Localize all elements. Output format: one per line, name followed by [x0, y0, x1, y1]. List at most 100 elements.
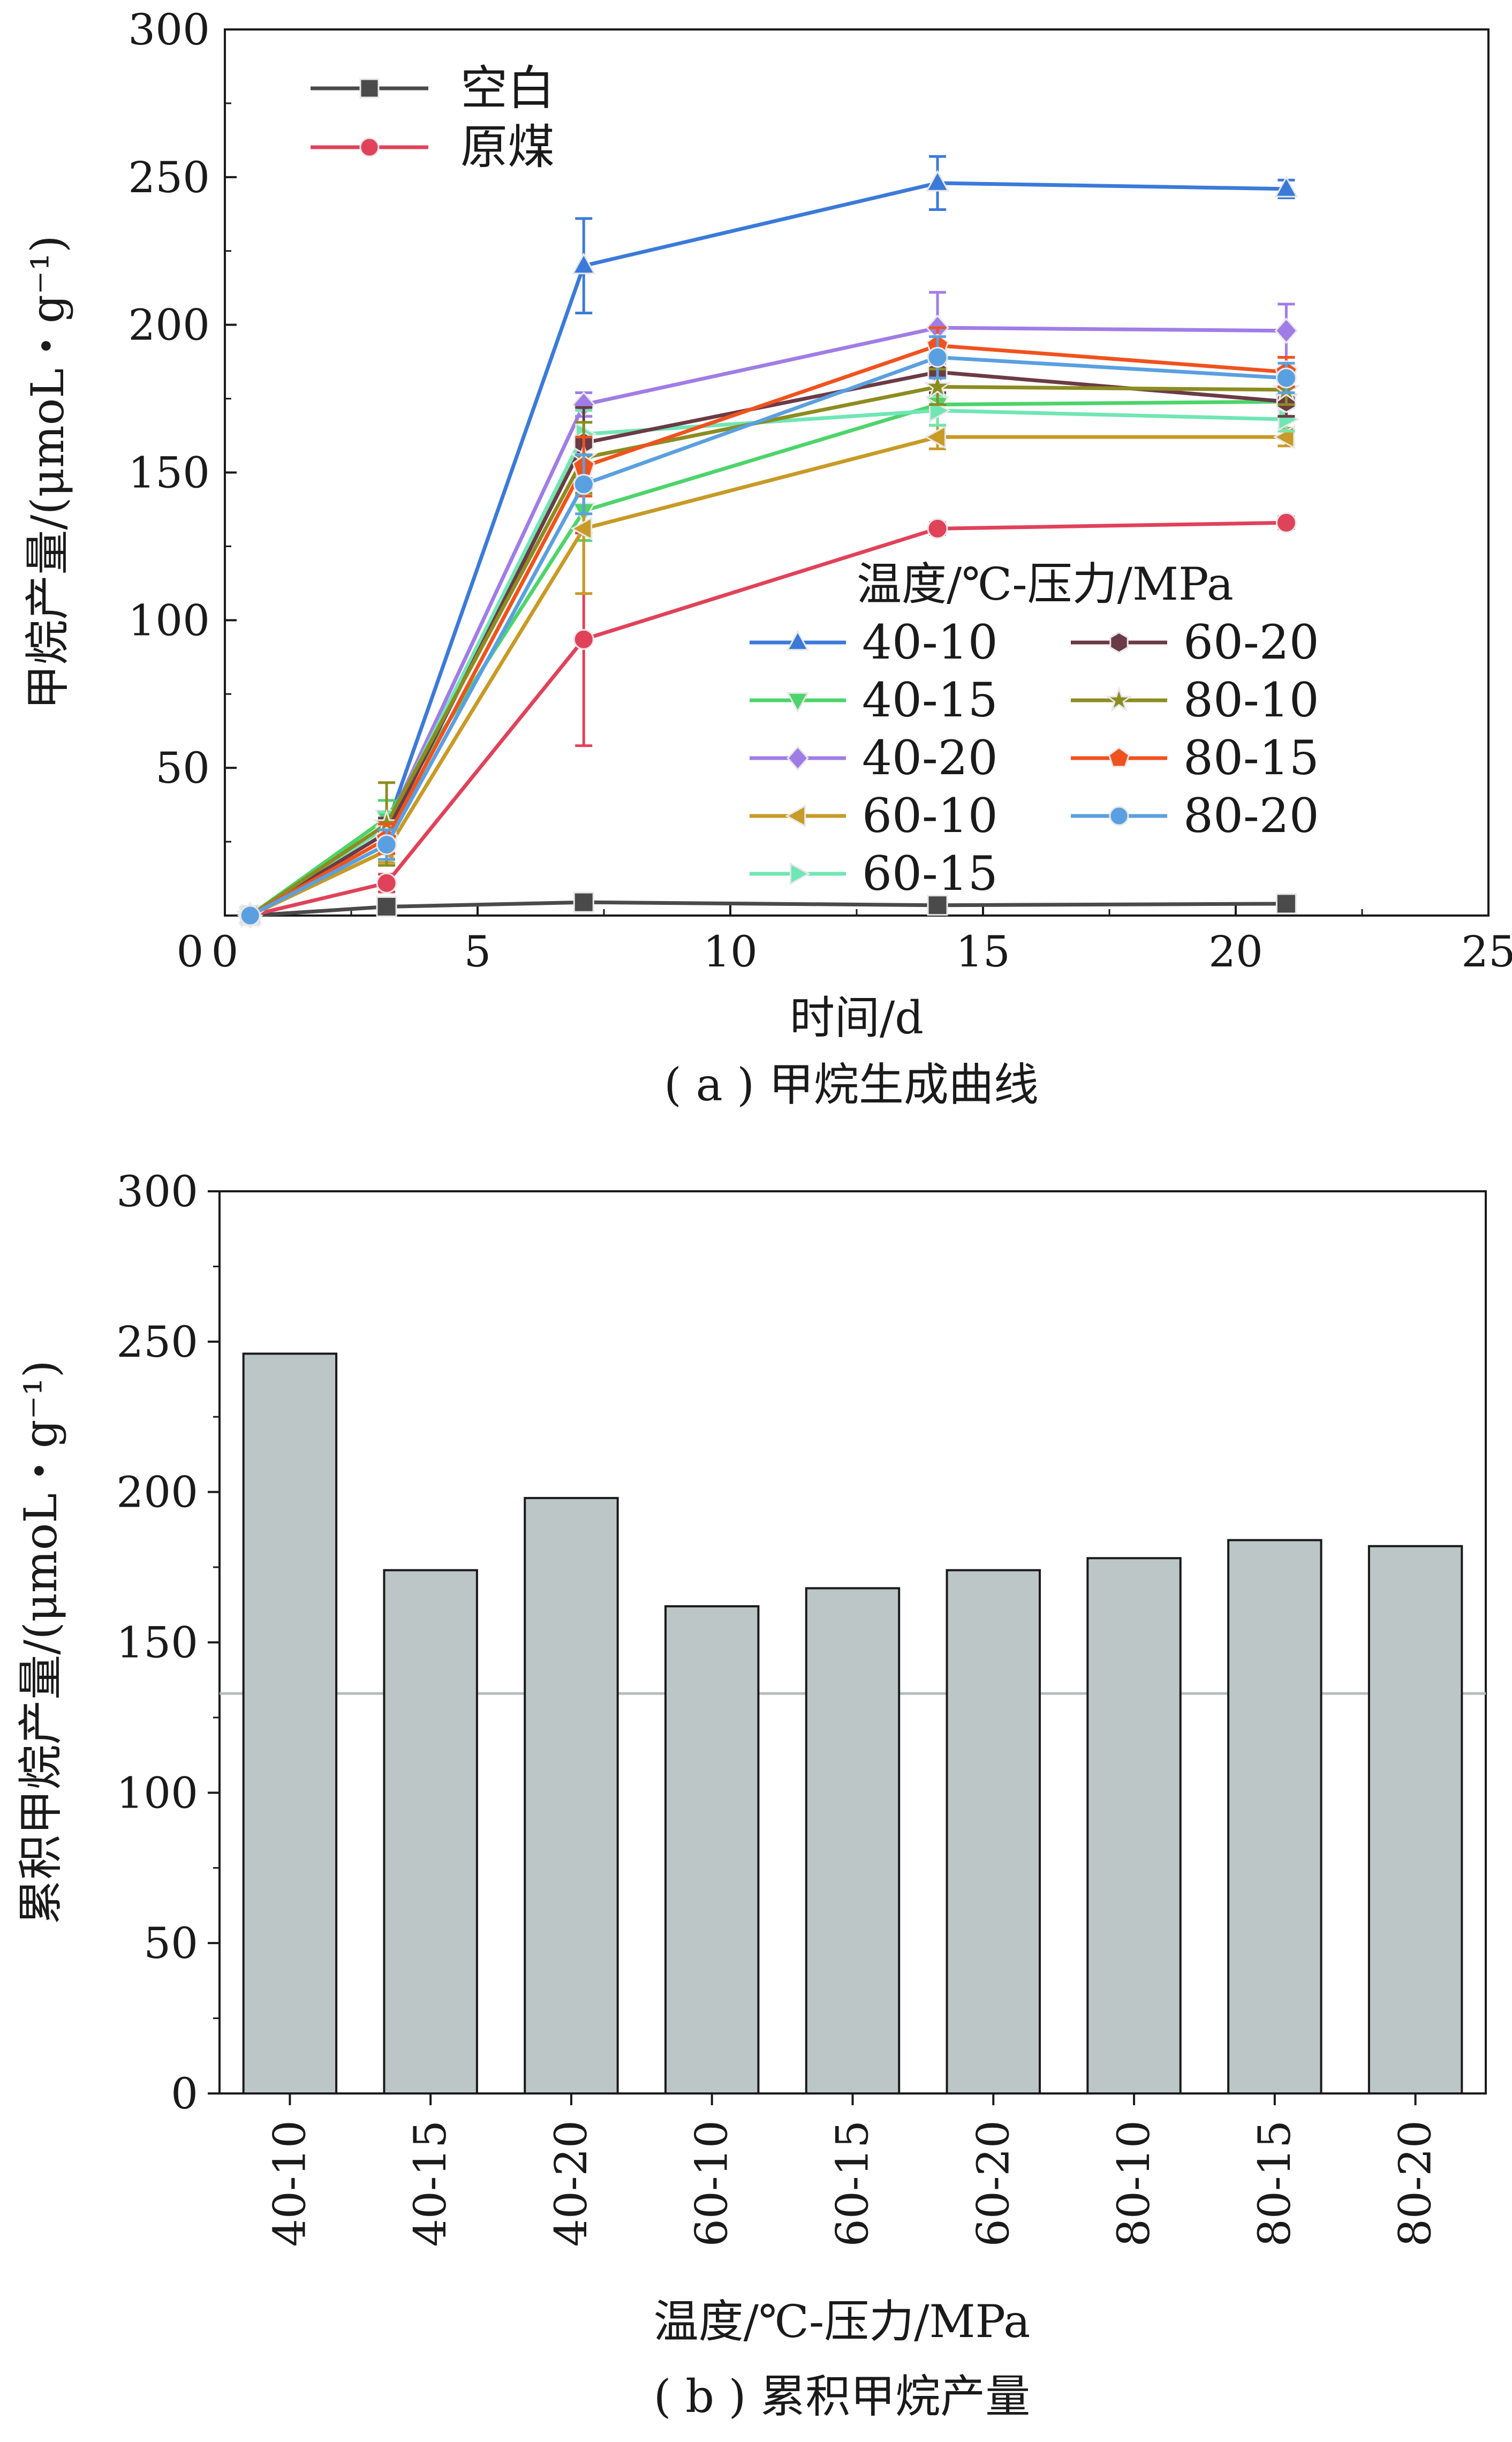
bar-80-10 — [1086, 1557, 1182, 2095]
legend-marker — [787, 745, 809, 771]
data-point — [1277, 407, 1300, 432]
data-point — [1274, 176, 1298, 198]
data-point — [573, 891, 594, 913]
y-tick-label: 150 — [128, 448, 210, 498]
legend-label: 80-10 — [1183, 672, 1319, 728]
chart-a-methane-generation-curves: 0 5 10 15 20 25 50 100 150 200 250 300 0 时间/d 甲烷产量/(μm… — [21, 5, 1512, 1111]
legend-label: 80-15 — [1183, 730, 1319, 785]
bar-80-15 — [1227, 1539, 1322, 2095]
data-point — [571, 252, 596, 275]
series-line — [249, 435, 1287, 918]
legend-marker — [786, 630, 810, 651]
x-axis-label: 时间/d — [790, 992, 924, 1044]
chart-caption: ( a ) 甲烷生成曲线 — [664, 1059, 1039, 1111]
y-tick-label: 300 — [128, 5, 210, 55]
data-point — [1275, 367, 1297, 389]
legend-marker — [1109, 806, 1129, 826]
x-tick-label: 10 — [703, 927, 758, 977]
legend-title: 温度/℃-压力/MPa — [857, 558, 1234, 610]
y-tick-label: 100 — [116, 1768, 198, 1818]
bar-40-20 — [524, 1496, 619, 2095]
series-line — [249, 384, 1287, 917]
legend-marker — [789, 862, 811, 886]
legend-label: 40-10 — [862, 615, 998, 670]
y-tick-label: 150 — [116, 1618, 198, 1668]
x-tick-label: 25 — [1461, 927, 1512, 977]
legend-label: 空白 — [460, 61, 555, 116]
data-point — [1275, 893, 1297, 914]
series-line — [249, 399, 1287, 917]
data-point — [927, 895, 948, 916]
data-point — [927, 518, 948, 539]
series-line — [250, 900, 1287, 918]
x-tick-label: 0 — [211, 927, 239, 977]
legend-label: 60-10 — [862, 788, 998, 843]
x-tick-label: 40-20 — [546, 2120, 597, 2247]
y-tick-label: 250 — [128, 153, 210, 202]
x-tick-label: 20 — [1208, 927, 1263, 977]
data-point — [376, 872, 397, 894]
y-tick-label: 200 — [116, 1468, 198, 1517]
legend-label: 原煤 — [460, 119, 555, 175]
data-point — [927, 346, 948, 368]
bar-40-10 — [242, 1352, 338, 2095]
legend-marker — [1109, 631, 1129, 654]
legend-label: 40-20 — [862, 730, 998, 785]
legend-marker — [786, 692, 810, 713]
x-tick-label: 5 — [464, 927, 492, 977]
series-80-20 — [239, 335, 1297, 926]
x-tick-label: 40-15 — [405, 2120, 456, 2247]
x-tick-label: 60-15 — [828, 2120, 879, 2247]
bar-60-20 — [946, 1569, 1041, 2095]
bar-60-15 — [805, 1587, 901, 2095]
data-point — [1274, 317, 1298, 344]
legend-label: 60-15 — [862, 846, 998, 901]
bar-80-20 — [1367, 1545, 1463, 2095]
data-point — [925, 170, 950, 192]
legend-marker — [1108, 746, 1130, 768]
legend-label: 60-20 — [1183, 615, 1319, 670]
data-point — [376, 896, 397, 917]
x-tick-label: 80-20 — [1390, 2120, 1441, 2247]
data-point — [1273, 425, 1295, 449]
data-point — [923, 372, 952, 399]
series-layer — [236, 155, 1301, 929]
series-80-10 — [236, 367, 1301, 928]
chart-b-cumulative-methane-yield: 0 50 100 150 200 250 300 40-10 40-15 40-20 60-10 60… — [14, 1167, 1487, 2423]
y-tick-label: 50 — [155, 743, 210, 793]
data-point — [924, 425, 946, 449]
data-point — [1275, 512, 1297, 533]
series-line — [249, 343, 1287, 918]
x-tick-label: 60-20 — [968, 2120, 1019, 2247]
y-axis-label: 甲烷产量/(μmoL・g⁻¹) — [21, 235, 74, 709]
series-60-10 — [237, 424, 1295, 928]
y-tick-label: 50 — [143, 1918, 198, 1968]
x-tick-label: 15 — [956, 927, 1010, 977]
bar-40-15 — [383, 1569, 478, 2095]
x-tick-label: 60-10 — [687, 2120, 738, 2247]
y-tick-label: 250 — [116, 1317, 198, 1367]
series-line — [249, 355, 1287, 918]
legend-label: 40-15 — [862, 672, 998, 728]
y-tick-label: 200 — [128, 300, 210, 350]
data-point — [573, 474, 594, 495]
series-line — [249, 409, 1287, 917]
y-tick-label: 0 — [171, 2069, 198, 2119]
x-tick-label: 80-15 — [1250, 2120, 1301, 2247]
series-ref-0 — [239, 891, 1297, 926]
x-tick-label: 80-10 — [1109, 2120, 1160, 2247]
x-tick-label: 0 — [177, 927, 204, 977]
y-axis-label: 累积甲烷产量/(μmoL・g⁻¹) — [14, 1360, 67, 1924]
data-point — [573, 629, 594, 650]
legend-marker — [785, 804, 806, 828]
x-tick-label: 40-10 — [264, 2120, 315, 2247]
x-axis-label: 温度/℃-压力/MPa — [654, 2295, 1031, 2348]
bar-60-10 — [664, 1605, 760, 2095]
y-tick-label: 100 — [128, 595, 210, 645]
data-point — [239, 905, 261, 926]
chart-caption: ( b ) 累积甲烷产量 — [654, 2370, 1030, 2423]
legend-marker — [359, 137, 380, 157]
series-60-15 — [241, 394, 1300, 928]
